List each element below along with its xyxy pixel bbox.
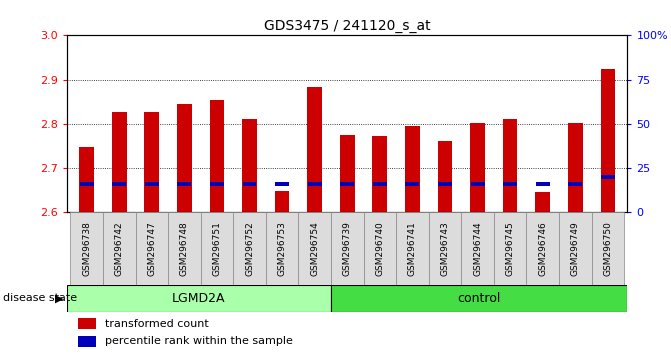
FancyBboxPatch shape [103,212,136,285]
Text: percentile rank within the sample: percentile rank within the sample [105,336,293,346]
Text: GSM296749: GSM296749 [571,221,580,276]
FancyBboxPatch shape [461,212,494,285]
Bar [340,135,354,212]
FancyBboxPatch shape [266,212,299,285]
Bar [242,119,257,212]
Text: ▶: ▶ [55,293,64,303]
Text: GSM296743: GSM296743 [440,221,450,276]
Bar [209,99,224,212]
FancyBboxPatch shape [364,212,396,285]
FancyBboxPatch shape [136,212,168,285]
Bar [112,112,127,212]
Bar [470,182,484,186]
Bar [470,123,485,212]
Bar [79,336,96,347]
Bar [308,182,321,186]
Text: GSM296740: GSM296740 [375,221,384,276]
Bar [568,122,582,212]
Bar [145,182,159,186]
FancyBboxPatch shape [331,285,627,312]
Bar [144,112,159,212]
FancyBboxPatch shape [168,212,201,285]
Text: GSM296742: GSM296742 [115,221,123,276]
Bar [79,147,94,212]
Bar [307,87,322,212]
Bar [275,182,289,186]
Text: GSM296754: GSM296754 [310,221,319,276]
Text: GSM296750: GSM296750 [603,221,613,276]
Text: GSM296751: GSM296751 [213,221,221,276]
Bar [438,182,452,186]
Bar [177,182,191,186]
Text: LGMD2A: LGMD2A [172,292,225,305]
Bar [503,182,517,186]
Text: GSM296746: GSM296746 [538,221,547,276]
Bar [373,182,386,186]
FancyBboxPatch shape [527,212,559,285]
FancyBboxPatch shape [429,212,461,285]
FancyBboxPatch shape [201,212,234,285]
Text: disease state: disease state [3,293,77,303]
Bar [274,191,289,212]
Bar [601,69,615,212]
Text: GSM296741: GSM296741 [408,221,417,276]
Bar [503,119,517,212]
Bar [601,175,615,179]
Text: GSM296748: GSM296748 [180,221,189,276]
Bar [437,141,452,212]
Text: GSM296752: GSM296752 [245,221,254,276]
Bar [405,126,420,212]
Bar [568,182,582,186]
FancyBboxPatch shape [331,212,364,285]
Text: GSM296753: GSM296753 [278,221,287,276]
FancyBboxPatch shape [70,212,103,285]
FancyBboxPatch shape [559,212,592,285]
Text: GSM296738: GSM296738 [82,221,91,276]
Bar [79,318,96,329]
Text: GSM296747: GSM296747 [148,221,156,276]
Title: GDS3475 / 241120_s_at: GDS3475 / 241120_s_at [264,19,431,33]
Bar [112,182,126,186]
Bar [80,182,94,186]
FancyBboxPatch shape [396,212,429,285]
Text: GSM296745: GSM296745 [506,221,515,276]
FancyBboxPatch shape [494,212,527,285]
Bar [340,182,354,186]
FancyBboxPatch shape [234,212,266,285]
Text: GSM296744: GSM296744 [473,221,482,276]
Text: GSM296739: GSM296739 [343,221,352,276]
Text: control: control [458,292,501,305]
FancyBboxPatch shape [299,212,331,285]
Bar [177,104,192,212]
Bar [210,182,224,186]
Bar [242,182,256,186]
FancyBboxPatch shape [67,285,331,312]
Bar [372,136,387,212]
Bar [535,193,550,212]
Bar [535,182,550,186]
Text: transformed count: transformed count [105,319,209,329]
Bar [405,182,419,186]
FancyBboxPatch shape [592,212,624,285]
